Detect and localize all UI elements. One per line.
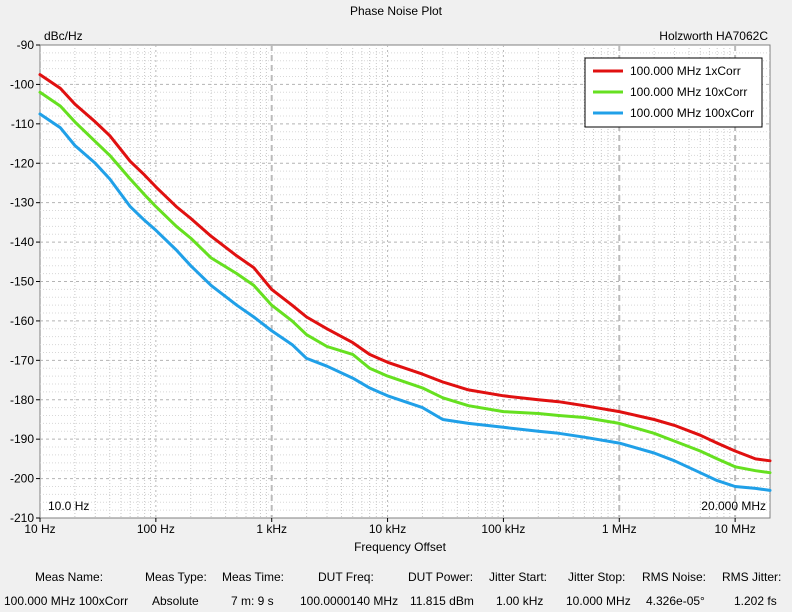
y-tick-label: -190	[10, 432, 34, 446]
y-tick-label: -110	[11, 117, 34, 131]
y-tick-label: -210	[10, 511, 34, 525]
x-axis-label: Frequency Offset	[354, 540, 446, 554]
start-marker-label: 10.0 Hz	[48, 499, 89, 513]
meas-time-header: Meas Time:	[222, 570, 285, 584]
y-tick-label: -100	[10, 77, 34, 91]
x-tick-label: 1 kHz	[256, 522, 287, 536]
x-tick-label: 10 MHz	[714, 522, 755, 536]
meas-name-header: Meas Name:	[35, 570, 104, 584]
x-tick-label: 100 Hz	[137, 522, 175, 536]
rms-noise-header: RMS Noise:	[642, 570, 707, 584]
x-tick-label: 100 kHz	[481, 522, 525, 536]
meas-type-header: Meas Type:	[145, 570, 207, 584]
instrument-label: Holzworth HA7062C	[659, 29, 768, 43]
dut-power-value: 11.815 dBm	[410, 594, 474, 608]
y-tick-label: -90	[17, 38, 35, 52]
x-tick-label: 10 Hz	[24, 522, 55, 536]
y-tick-label: -130	[10, 196, 34, 210]
legend: 100.000 MHz 1xCorr 100.000 MHz 10xCorr 1…	[584, 57, 763, 128]
dut-freq-header: DUT Freq:	[318, 570, 374, 584]
y-tick-label: -150	[10, 275, 34, 289]
meas-name-value: 100.000 MHz 100xCorr	[4, 594, 129, 608]
rms-jitter-header: RMS Jitter:	[722, 570, 782, 584]
jitter-start-value: 1.00 kHz	[496, 594, 544, 608]
meas-time-value: 7 m: 9 s	[231, 594, 274, 608]
y-tick-label: -170	[10, 353, 34, 367]
chart-title: Phase Noise Plot	[350, 4, 443, 18]
y-tick-label: -180	[10, 393, 34, 407]
series-line-2	[38, 112, 772, 492]
y-tick-label: -200	[10, 472, 34, 486]
y-tick-label: -120	[10, 156, 34, 170]
jitter-stop-header: Jitter Stop:	[568, 570, 626, 584]
dut-freq-value: 100.0000140 MHz	[300, 594, 399, 608]
rms-noise-value: 4.326e-05°	[646, 594, 705, 608]
y-tick-label: -160	[10, 314, 34, 328]
x-tick-label: 1 MHz	[602, 522, 637, 536]
legend-label-1xcorr: 100.000 MHz 1xCorr	[630, 64, 741, 78]
stop-marker-label: 20.000 MHz	[701, 499, 766, 513]
jitter-stop-value: 10.000 MHz	[566, 594, 631, 608]
series-line-0	[38, 73, 772, 463]
rms-jitter-value: 1.202 fs	[734, 594, 777, 608]
y-axis-label: dBc/Hz	[44, 29, 83, 43]
jitter-start-header: Jitter Start:	[489, 570, 548, 584]
phase-noise-chart: -90 -100 -110 -120 -130 -140 -150 -160 -170 -180 -…	[10, 4, 772, 554]
legend-label-10xcorr: 100.000 MHz 10xCorr	[630, 85, 747, 99]
series-lines	[38, 73, 772, 492]
series-line-1	[38, 90, 772, 475]
y-tick-labels: -90 -100 -110 -120 -130 -140 -150 -160 -170 -180 -…	[10, 38, 40, 525]
meas-type-value: Absolute	[152, 594, 199, 608]
y-tick-label: -140	[10, 235, 34, 249]
legend-label-100xcorr: 100.000 MHz 100xCorr	[630, 106, 754, 120]
dut-power-header: DUT Power:	[408, 570, 474, 584]
measurement-summary: Meas Name: Meas Type: Meas Time: DUT Fre…	[0, 566, 792, 612]
x-tick-label: 10 kHz	[369, 522, 406, 536]
x-tick-labels: 10 Hz 100 Hz 1 kHz 10 kHz 100 kHz 1 MHz 10 MHz	[24, 518, 756, 536]
